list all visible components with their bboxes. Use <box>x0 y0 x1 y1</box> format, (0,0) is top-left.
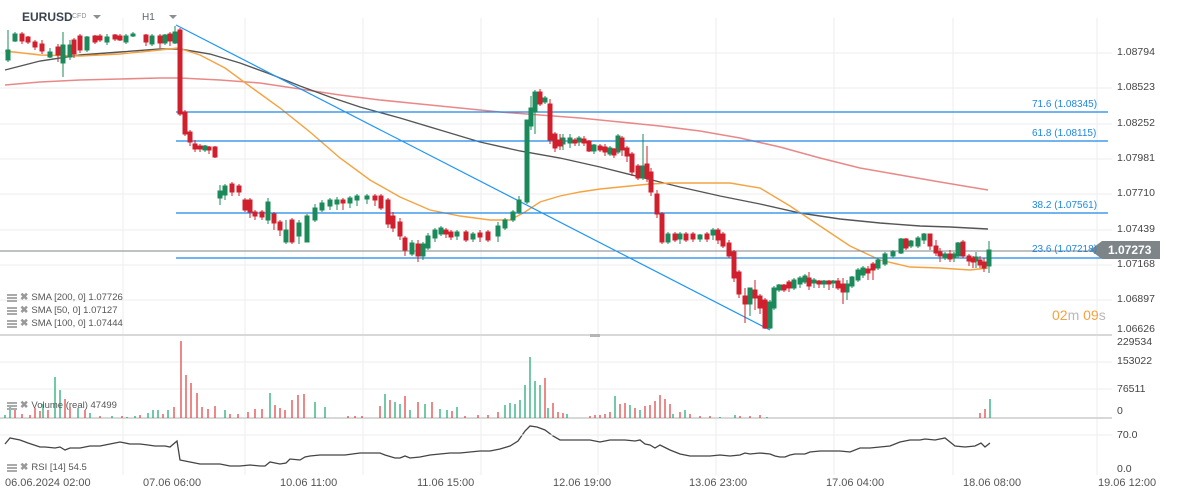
timer-seconds: 09 <box>1083 307 1099 323</box>
timeframe-dropdown-icon[interactable] <box>169 15 177 19</box>
volume-bars <box>4 341 991 418</box>
current-price-tag: 1.07273 <box>1090 241 1160 259</box>
rsi-axis-label: 70.0 <box>1117 429 1138 441</box>
legend-rsi[interactable]: ✖ RSI [14] 54.5 <box>7 462 87 473</box>
legend-volume-label: Volume (real) 47499 <box>31 400 117 411</box>
time-axis-label: 06.06.2024 02:00 <box>5 477 91 489</box>
timer-seconds-unit: s <box>1098 307 1106 323</box>
legend-sma100-label: SMA [100, 0] 1.07444 <box>31 318 123 329</box>
remove-indicator-icon[interactable]: ✖ <box>20 462 29 473</box>
volume-axis-label: 0 <box>1117 405 1123 417</box>
candlesticks <box>5 26 992 329</box>
indicator-settings-icon[interactable] <box>7 463 17 472</box>
remove-indicator-icon[interactable]: ✖ <box>20 400 29 411</box>
price-axis-label: 1.07981 <box>1117 152 1155 164</box>
symbol-type: CFD <box>72 13 87 20</box>
fib-label-23.6: 23.6 (1.07218) <box>1032 244 1098 255</box>
volume-axis-label: 153022 <box>1117 355 1153 367</box>
indicator-settings-icon[interactable] <box>7 319 17 328</box>
timeframe-selector[interactable]: H1 <box>142 12 155 23</box>
indicator-settings-icon[interactable] <box>7 293 17 302</box>
volume-axis-label: 229534 <box>1117 336 1153 348</box>
trendline[interactable] <box>175 24 771 331</box>
time-axis-label: 11.06 15:00 <box>417 477 475 489</box>
price-axis-label: 1.08523 <box>1117 81 1155 93</box>
remove-indicator-icon[interactable]: ✖ <box>20 305 29 316</box>
time-axis-label: 18.06 08:00 <box>963 477 1022 489</box>
time-axis-label: 17.06 04:00 <box>826 477 885 489</box>
remove-indicator-icon[interactable]: ✖ <box>20 318 29 329</box>
timer-minutes: 02 <box>1052 307 1068 323</box>
legend-rsi-label: RSI [14] 54.5 <box>31 462 87 473</box>
time-axis-label: 13.06 23:00 <box>689 477 748 489</box>
fib-label-61.8: 61.8 (1.08115) <box>1032 128 1097 139</box>
timer-minutes-unit: m <box>1067 307 1080 323</box>
legend-sma100[interactable]: ✖ SMA [100, 0] 1.07444 <box>7 318 123 329</box>
time-axis-label: 10.06 11:00 <box>280 477 338 489</box>
legend-volume[interactable]: ✖ Volume (real) 47499 <box>7 400 117 411</box>
price-axis-label: 1.07168 <box>1117 258 1155 270</box>
price-axis-label: 1.08794 <box>1117 46 1155 58</box>
legend-sma200[interactable]: ✖ SMA [200, 0] 1.07726 <box>7 292 123 303</box>
rsi-line <box>4 425 991 467</box>
candle-countdown-timer: 02m 09s <box>1052 307 1106 323</box>
time-axis-label: 07.06 06:00 <box>143 477 202 489</box>
indicator-settings-icon[interactable] <box>7 306 17 315</box>
indicator-settings-icon[interactable] <box>7 401 17 410</box>
fibonacci-levels <box>176 111 1108 259</box>
legend-sma200-label: SMA [200, 0] 1.07726 <box>31 292 123 303</box>
sma200-line <box>4 77 989 191</box>
symbol-dropdown-icon[interactable] <box>93 15 101 19</box>
symbol-name[interactable]: EURUSD <box>22 10 73 24</box>
sma50-line <box>4 47 989 271</box>
sma100-line <box>4 48 989 230</box>
time-axis-label: 12.06 19:00 <box>553 477 612 489</box>
price-axis-label: 1.08252 <box>1117 117 1155 129</box>
price-axis-label: 1.06626 <box>1117 323 1155 335</box>
grid-lines <box>0 18 1112 475</box>
time-axis-label: 19.06 12:00 <box>1098 477 1157 489</box>
price-axis-label: 1.06897 <box>1117 293 1155 305</box>
legend-sma50[interactable]: ✖ SMA [50, 0] 1.07127 <box>7 305 117 316</box>
legend-sma50-label: SMA [50, 0] 1.07127 <box>31 305 118 316</box>
rsi-axis-label: 0.0 <box>1117 463 1132 475</box>
price-axis-label: 1.07710 <box>1117 187 1155 199</box>
fib-label-38.2: 38.2 (1.07561) <box>1032 200 1098 211</box>
remove-indicator-icon[interactable]: ✖ <box>20 292 29 303</box>
pane-resize-handle[interactable] <box>590 334 600 337</box>
volume-axis-label: 76511 <box>1117 383 1146 395</box>
fib-label-71.6: 71.6 (1.08345) <box>1032 99 1098 110</box>
price-axis-label: 1.07439 <box>1117 223 1155 235</box>
